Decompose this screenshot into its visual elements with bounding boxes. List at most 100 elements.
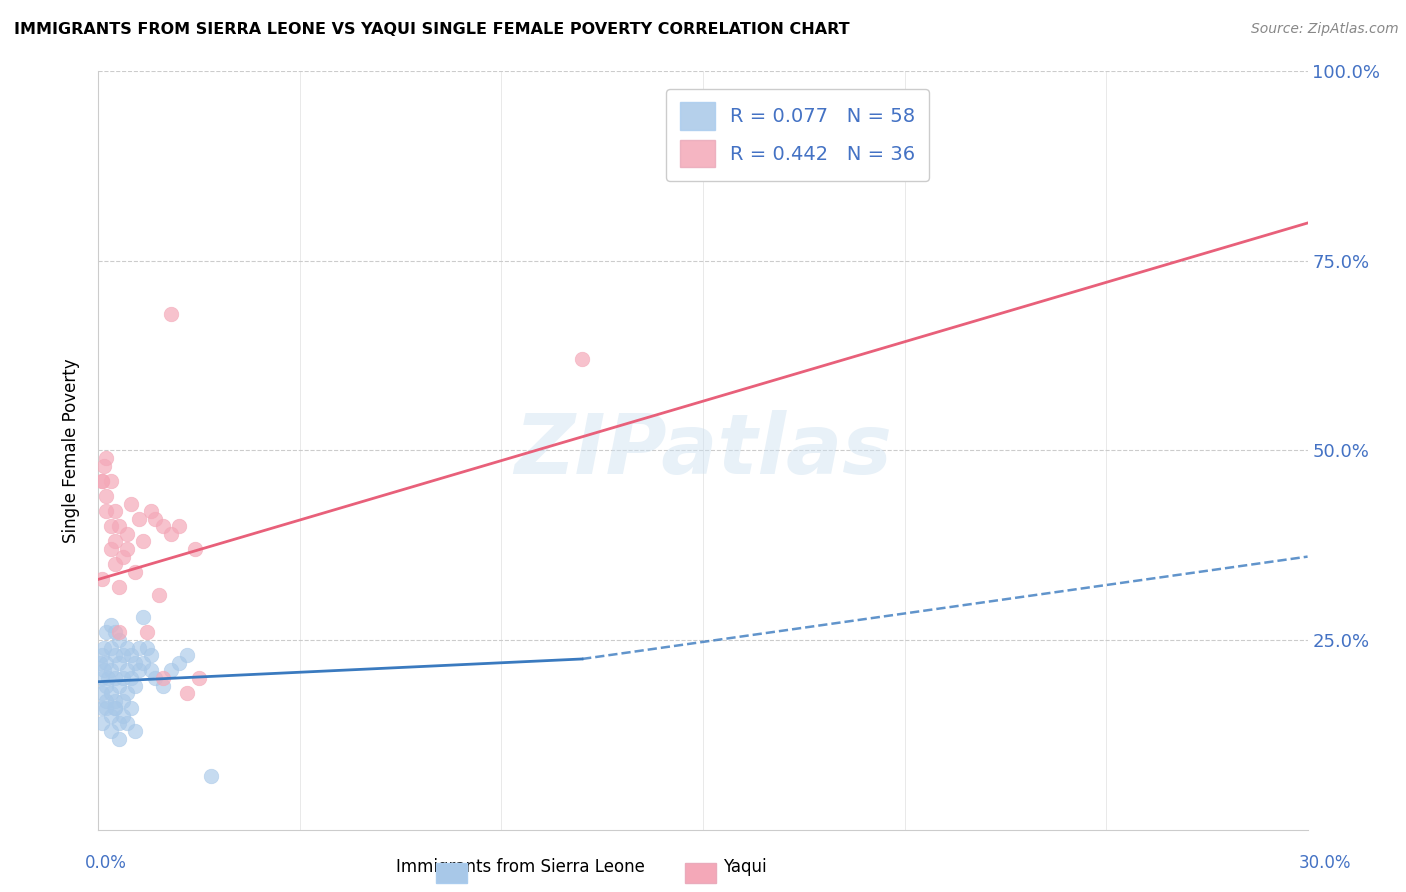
- Text: ZIPatlas: ZIPatlas: [515, 410, 891, 491]
- Point: [176, 648, 198, 662]
- Point: [107, 716, 129, 731]
- Point: [103, 504, 125, 518]
- Point: [103, 671, 125, 685]
- Point: [115, 716, 138, 731]
- Point: [91, 716, 114, 731]
- Point: [107, 633, 129, 648]
- Point: [176, 686, 198, 700]
- Point: [100, 542, 122, 557]
- Point: [124, 678, 146, 692]
- Point: [107, 678, 129, 692]
- Point: [100, 664, 122, 678]
- Point: [120, 701, 142, 715]
- Point: [124, 724, 146, 739]
- Text: 0.0%: 0.0%: [84, 855, 127, 872]
- Point: [111, 708, 134, 723]
- Point: [103, 701, 125, 715]
- Point: [167, 519, 190, 533]
- Point: [124, 656, 146, 670]
- Text: IMMIGRANTS FROM SIERRA LEONE VS YAQUI SINGLE FEMALE POVERTY CORRELATION CHART: IMMIGRANTS FROM SIERRA LEONE VS YAQUI SI…: [14, 22, 849, 37]
- Point: [96, 625, 118, 640]
- Point: [107, 656, 129, 670]
- Point: [100, 640, 122, 655]
- Point: [115, 542, 138, 557]
- Point: [91, 474, 114, 488]
- Text: 30.0%: 30.0%: [1298, 855, 1351, 872]
- Point: [100, 519, 122, 533]
- Point: [93, 640, 115, 655]
- Point: [96, 678, 118, 692]
- Point: [115, 526, 138, 541]
- Point: [128, 512, 150, 526]
- Point: [107, 731, 129, 746]
- Point: [188, 671, 211, 685]
- Point: [100, 686, 122, 700]
- Point: [115, 664, 138, 678]
- Point: [103, 557, 125, 572]
- Point: [107, 625, 129, 640]
- Point: [111, 549, 134, 564]
- Point: [132, 656, 155, 670]
- Point: [139, 664, 162, 678]
- Point: [89, 656, 111, 670]
- Point: [103, 648, 125, 662]
- Point: [96, 701, 118, 715]
- Point: [96, 451, 118, 466]
- Point: [135, 640, 157, 655]
- Point: [571, 352, 593, 367]
- Point: [111, 671, 134, 685]
- Point: [143, 512, 166, 526]
- Point: [96, 489, 118, 503]
- Point: [160, 307, 183, 321]
- Point: [132, 534, 155, 549]
- Point: [160, 526, 183, 541]
- Point: [120, 648, 142, 662]
- Point: [152, 678, 174, 692]
- Text: Source: ZipAtlas.com: Source: ZipAtlas.com: [1251, 22, 1399, 37]
- Point: [115, 640, 138, 655]
- Text: Immigrants from Sierra Leone: Immigrants from Sierra Leone: [395, 858, 645, 876]
- Point: [103, 625, 125, 640]
- Point: [93, 664, 115, 678]
- Y-axis label: Single Female Poverty: Single Female Poverty: [62, 359, 80, 542]
- Point: [120, 496, 142, 510]
- Point: [107, 580, 129, 594]
- Point: [96, 504, 118, 518]
- Point: [103, 534, 125, 549]
- Point: [135, 625, 157, 640]
- Point: [91, 701, 114, 715]
- Point: [91, 648, 114, 662]
- Point: [184, 542, 207, 557]
- Point: [97, 671, 120, 685]
- Point: [152, 671, 174, 685]
- Point: [96, 656, 118, 670]
- Point: [103, 701, 125, 715]
- Point: [91, 686, 114, 700]
- Point: [167, 656, 190, 670]
- Point: [152, 519, 174, 533]
- Point: [93, 458, 115, 473]
- Point: [91, 573, 114, 587]
- Point: [100, 474, 122, 488]
- Point: [200, 769, 222, 784]
- Point: [128, 664, 150, 678]
- Point: [124, 565, 146, 579]
- Point: [148, 588, 170, 602]
- Point: [91, 671, 114, 685]
- Text: Yaqui: Yaqui: [723, 858, 768, 876]
- Point: [128, 640, 150, 655]
- Point: [115, 686, 138, 700]
- Point: [103, 694, 125, 708]
- Point: [111, 694, 134, 708]
- Point: [111, 648, 134, 662]
- Point: [132, 610, 155, 624]
- Point: [100, 724, 122, 739]
- Legend: R = 0.077   N = 58, R = 0.442   N = 36: R = 0.077 N = 58, R = 0.442 N = 36: [666, 88, 929, 181]
- Point: [96, 694, 118, 708]
- Point: [91, 474, 114, 488]
- Point: [143, 671, 166, 685]
- Point: [120, 671, 142, 685]
- Point: [100, 708, 122, 723]
- Point: [107, 519, 129, 533]
- Point: [139, 648, 162, 662]
